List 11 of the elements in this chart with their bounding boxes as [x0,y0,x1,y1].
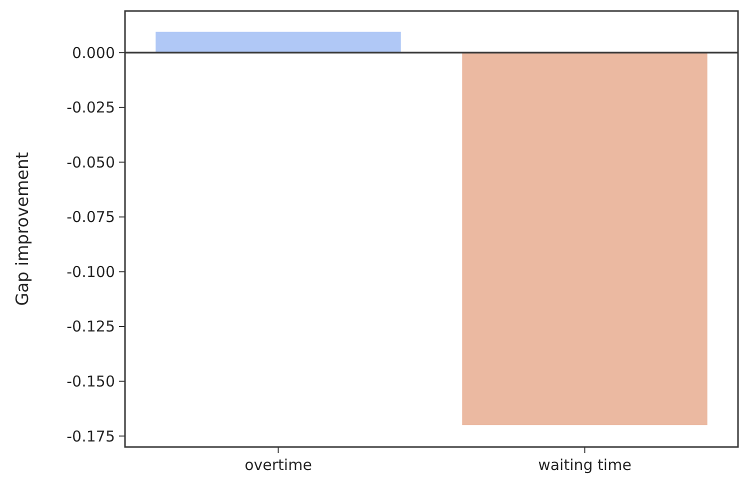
y-tick-label: -0.125 [66,318,115,336]
y-tick-label: -0.075 [66,208,115,226]
y-tick-label: -0.150 [66,372,115,391]
x-tick-label: waiting time [538,456,632,474]
x-tick-label: overtime [244,456,312,474]
y-axis-title: Gap improvement [13,152,33,306]
y-tick-label: 0.000 [72,44,115,62]
y-tick-label: -0.175 [66,427,115,446]
y-tick-label: -0.100 [66,262,115,281]
y-tick-label: -0.050 [66,153,115,172]
y-tick-label: -0.025 [66,98,115,117]
